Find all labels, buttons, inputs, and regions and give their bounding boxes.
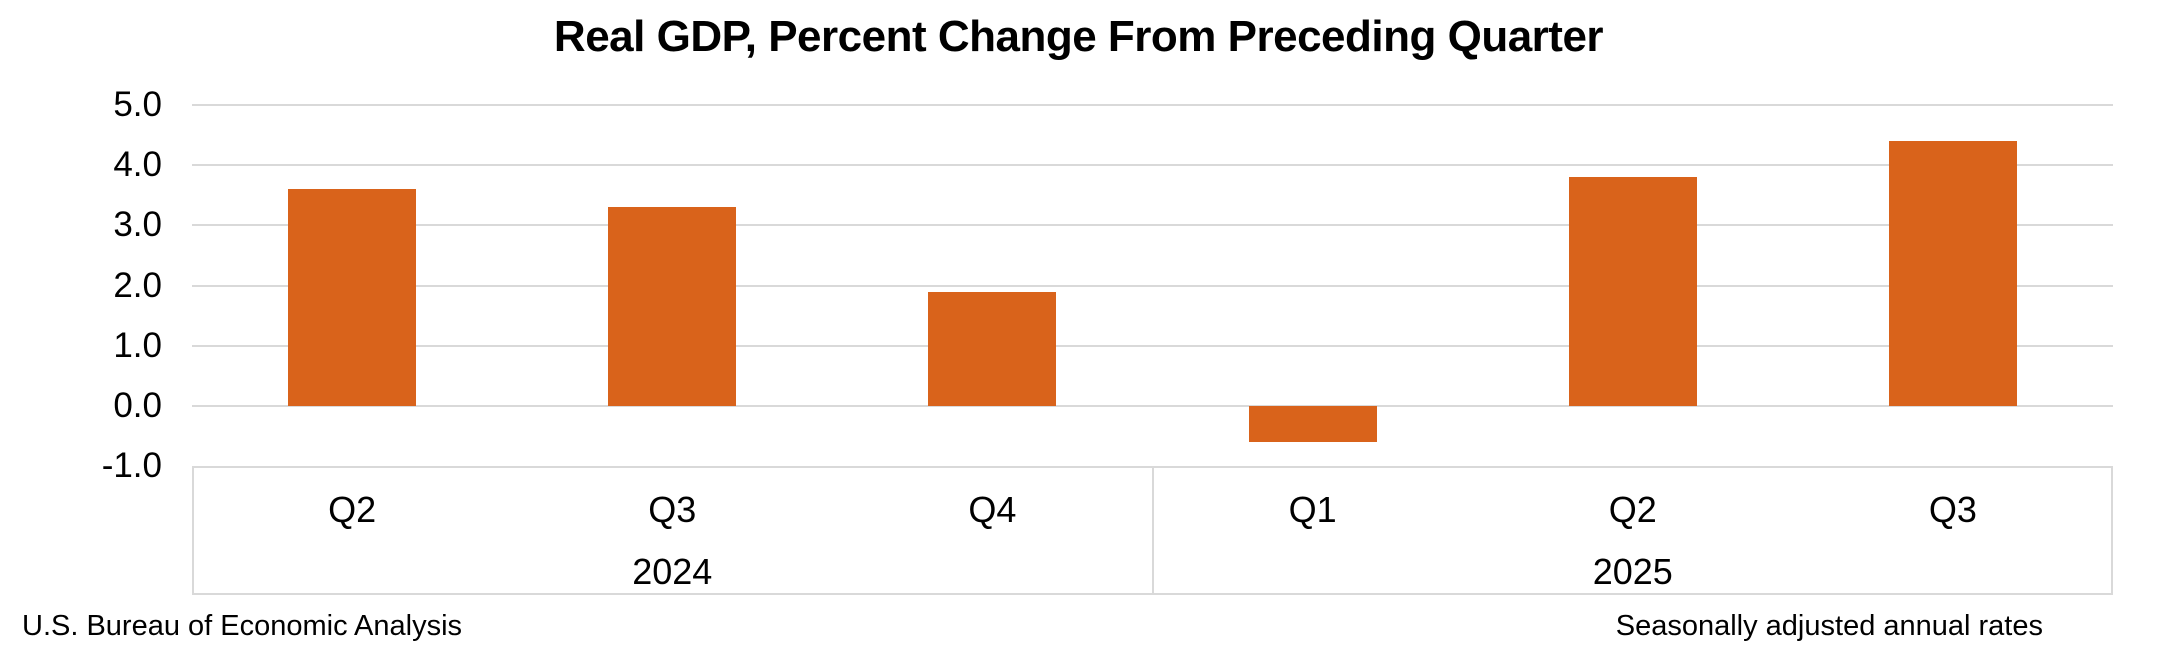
y-axis-tick-label: 2.0 xyxy=(113,265,162,305)
y-axis-tick-label: 4.0 xyxy=(113,145,162,185)
gridline xyxy=(192,344,2113,347)
quarter-label: Q1 xyxy=(1288,489,1337,530)
bar-q3-2024 xyxy=(608,207,737,406)
bar-q2-2025 xyxy=(1568,177,1697,406)
chart-title: Real GDP, Percent Change From Preceding … xyxy=(553,12,1604,61)
plot-area xyxy=(192,104,2113,466)
quarter-label: Q4 xyxy=(968,489,1017,530)
gridline xyxy=(192,104,2113,106)
year-group-divider xyxy=(1151,468,1154,593)
source-note: U.S. Bureau of Economic Analysis xyxy=(22,610,463,642)
gridline xyxy=(192,224,2113,227)
y-axis-tick-label: 1.0 xyxy=(113,325,162,365)
bar-q1-2025 xyxy=(1248,405,1377,442)
gridline xyxy=(192,284,2113,287)
bar-q3-2025 xyxy=(1888,141,2017,406)
gridline xyxy=(192,404,2113,407)
y-axis-tick-label: 3.0 xyxy=(113,205,162,245)
y-axis-tick-label: 5.0 xyxy=(113,85,162,124)
quarter-label: Q2 xyxy=(1608,489,1657,530)
category-axis: Q2 Q3 Q4 Q1 Q2 Q3 2024 2025 xyxy=(192,466,2113,595)
quarter-label: Q3 xyxy=(1928,489,1977,530)
year-label: 2025 xyxy=(1592,551,1673,592)
rates-note: Seasonally adjusted annual rates xyxy=(1615,610,2043,642)
gridline xyxy=(192,164,2113,167)
y-axis-tick-label: -1.0 xyxy=(101,446,162,485)
year-label: 2024 xyxy=(632,551,713,592)
bar-q4-2024 xyxy=(928,291,1057,406)
y-axis-tick-label: 0.0 xyxy=(113,385,162,425)
bar-q2-2024 xyxy=(288,189,417,406)
quarter-label: Q2 xyxy=(328,489,377,530)
quarter-label: Q3 xyxy=(648,489,697,530)
